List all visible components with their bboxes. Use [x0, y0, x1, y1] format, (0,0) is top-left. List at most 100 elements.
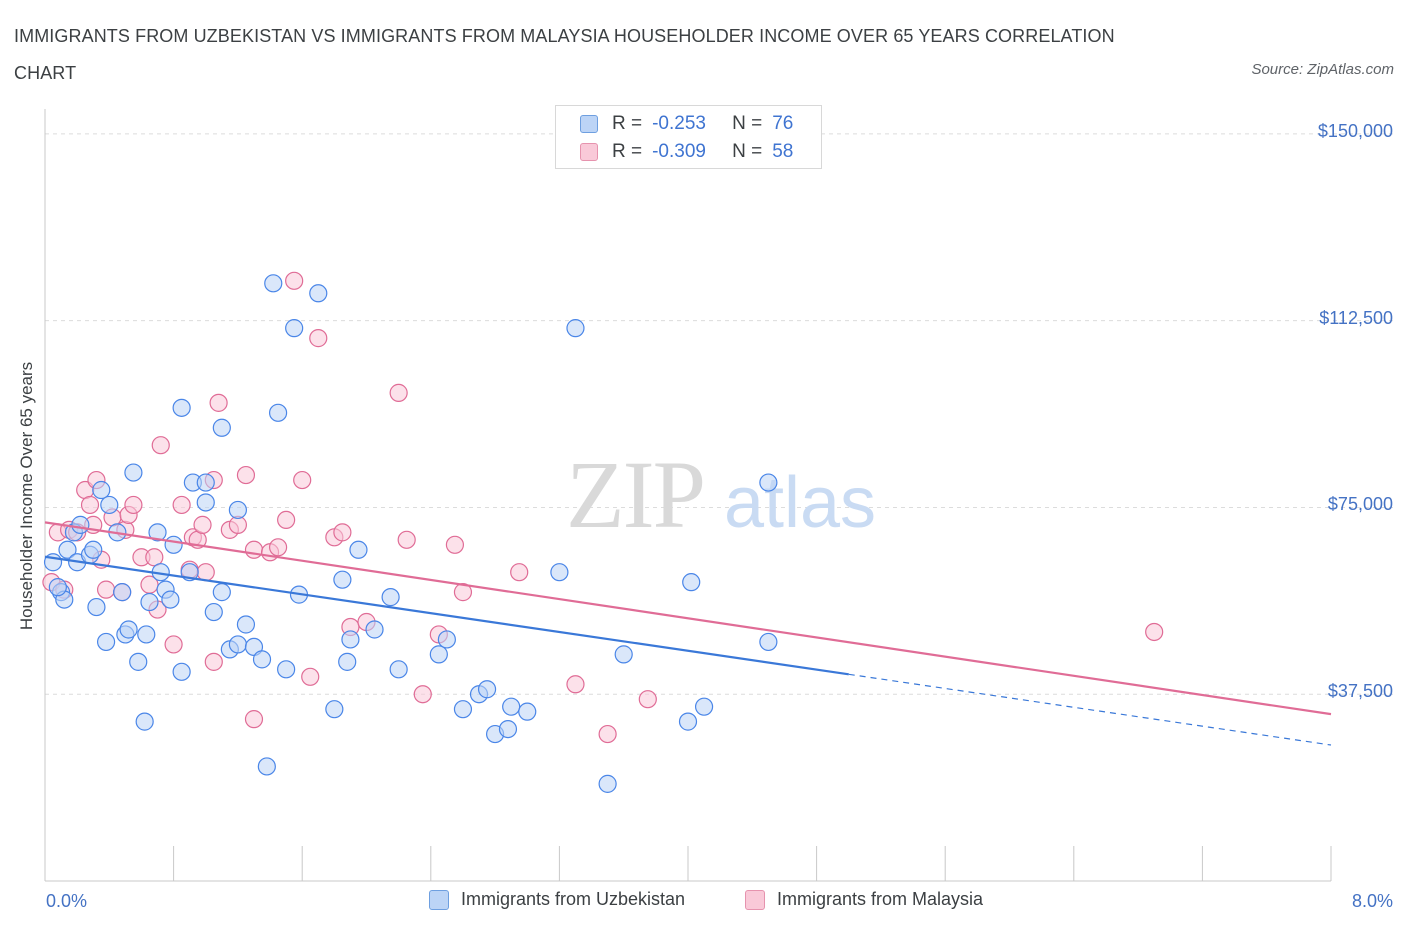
legend-item-malaysia[interactable]: Immigrants from Malaysia — [745, 889, 983, 910]
data-point-uzbekistan — [140, 592, 159, 612]
data-point-uzbekistan — [477, 680, 497, 699]
data-point-uzbekistan — [277, 660, 296, 679]
data-point-uzbekistan — [92, 480, 111, 500]
legend-swatch-pink — [745, 889, 765, 910]
data-point-malaysia — [285, 271, 304, 290]
data-point-uzbekistan — [264, 274, 283, 293]
data-point-malaysia — [277, 510, 296, 530]
legend-swatch-blue — [580, 115, 598, 133]
data-point-uzbekistan — [365, 620, 384, 639]
data-point-uzbekistan — [429, 645, 448, 664]
n-label: N = — [732, 113, 763, 134]
chart-title: IMMIGRANTS FROM UZBEKISTAN VS IMMIGRANTS… — [14, 26, 1115, 83]
data-point-uzbekistan — [333, 570, 352, 589]
data-point-malaysia — [124, 495, 143, 515]
data-point-malaysia — [389, 383, 408, 402]
data-point-uzbekistan — [58, 540, 77, 559]
trend-line-uzbekistan-extension — [848, 673, 1332, 746]
x-tick-max: 8.0% — [1351, 891, 1393, 911]
data-point-uzbekistan — [71, 515, 90, 534]
data-point-uzbekistan — [257, 757, 276, 776]
data-point-uzbekistan — [100, 495, 119, 515]
data-point-uzbekistan — [172, 398, 191, 417]
legend-item-uzbekistan[interactable]: Immigrants from Uzbekistan — [429, 889, 685, 910]
n-value: 76 — [772, 113, 794, 134]
data-point-uzbekistan — [341, 630, 360, 649]
data-point-uzbekistan — [87, 597, 106, 617]
source-label: Source: ZipAtlas.com — [1251, 61, 1394, 78]
data-point-malaysia — [244, 540, 264, 559]
legend-swatch-pink — [580, 143, 598, 161]
data-point-uzbekistan — [196, 473, 215, 492]
data-point-malaysia — [598, 724, 617, 744]
data-point-uzbekistan — [137, 625, 156, 644]
data-point-malaysia — [244, 710, 264, 729]
legend-row-malaysia: R = -0.309 N = 58 — [580, 139, 793, 165]
n-value: 58 — [772, 141, 794, 162]
r-label: R = — [612, 141, 643, 162]
data-point-uzbekistan — [759, 632, 778, 652]
data-point-uzbekistan — [164, 535, 183, 554]
data-point-uzbekistan — [309, 284, 328, 303]
data-point-uzbekistan — [236, 615, 256, 634]
data-point-uzbekistan — [598, 774, 617, 793]
data-point-malaysia — [196, 563, 215, 582]
data-point-malaysia — [164, 635, 183, 654]
y-tick-label: $75,000 — [1327, 494, 1393, 515]
data-point-malaysia — [638, 690, 657, 709]
gridlines — [45, 133, 1395, 695]
data-point-malaysia — [236, 465, 256, 485]
data-point-uzbekistan — [129, 652, 148, 671]
data-point-uzbekistan — [212, 583, 231, 602]
data-point-uzbekistan — [84, 540, 103, 559]
data-point-malaysia — [309, 329, 328, 348]
y-tick-label: $150,000 — [1317, 120, 1393, 141]
legend-label-malaysia: Immigrants from Malaysia — [777, 889, 984, 909]
data-point-uzbekistan — [96, 632, 116, 652]
data-point-uzbekistan — [172, 662, 191, 681]
data-point-malaysia — [566, 675, 585, 694]
data-point-malaysia — [510, 563, 529, 582]
legend-label-uzbekistan: Immigrants from Uzbekistan — [461, 889, 686, 909]
data-point-malaysia — [151, 436, 170, 455]
data-point-malaysia — [96, 580, 116, 599]
data-point-uzbekistan — [204, 602, 223, 622]
data-point-malaysia — [172, 495, 191, 515]
watermark-zip: ZIP — [566, 441, 704, 548]
data-point-uzbekistan — [614, 645, 633, 664]
n-label: N = — [732, 141, 763, 162]
data-point-uzbekistan — [550, 563, 569, 582]
data-point-malaysia — [293, 470, 312, 490]
data-point-uzbekistan — [566, 319, 585, 338]
data-point-malaysia — [301, 667, 320, 686]
data-point-malaysia — [193, 515, 212, 534]
data-point-uzbekistan — [389, 660, 408, 679]
data-point-uzbekistan — [113, 583, 132, 602]
x-tick-min: 0.0% — [46, 891, 88, 911]
data-point-uzbekistan — [498, 719, 518, 739]
data-point-malaysia — [1145, 622, 1164, 642]
data-point-uzbekistan — [212, 418, 231, 437]
data-point-malaysia — [145, 548, 164, 567]
trend-line-malaysia — [44, 521, 1332, 716]
data-point-uzbekistan — [437, 630, 456, 649]
legend-row-uzbekistan: R = -0.253 N = 76 — [580, 111, 793, 137]
data-point-uzbekistan — [518, 702, 537, 721]
data-point-uzbekistan — [268, 403, 288, 422]
watermark-atlas: atlas — [724, 463, 876, 543]
data-point-uzbekistan — [135, 712, 154, 731]
y-tick-label: $37,500 — [1327, 681, 1393, 702]
data-point-uzbekistan — [349, 540, 368, 559]
correlation-legend: R = -0.253 N = 76 R = -0.309 N = 58 — [555, 105, 822, 169]
data-point-uzbekistan — [678, 712, 698, 731]
data-point-malaysia — [80, 495, 100, 515]
data-point-uzbekistan — [285, 319, 304, 338]
data-point-uzbekistan — [759, 473, 778, 492]
r-label: R = — [612, 113, 643, 134]
series-uzbekistan-points — [43, 274, 778, 793]
data-point-uzbekistan — [228, 635, 247, 654]
data-point-uzbekistan — [228, 500, 247, 520]
data-point-uzbekistan — [124, 463, 143, 482]
r-value: -0.309 — [652, 141, 706, 162]
data-point-malaysia — [333, 523, 352, 542]
